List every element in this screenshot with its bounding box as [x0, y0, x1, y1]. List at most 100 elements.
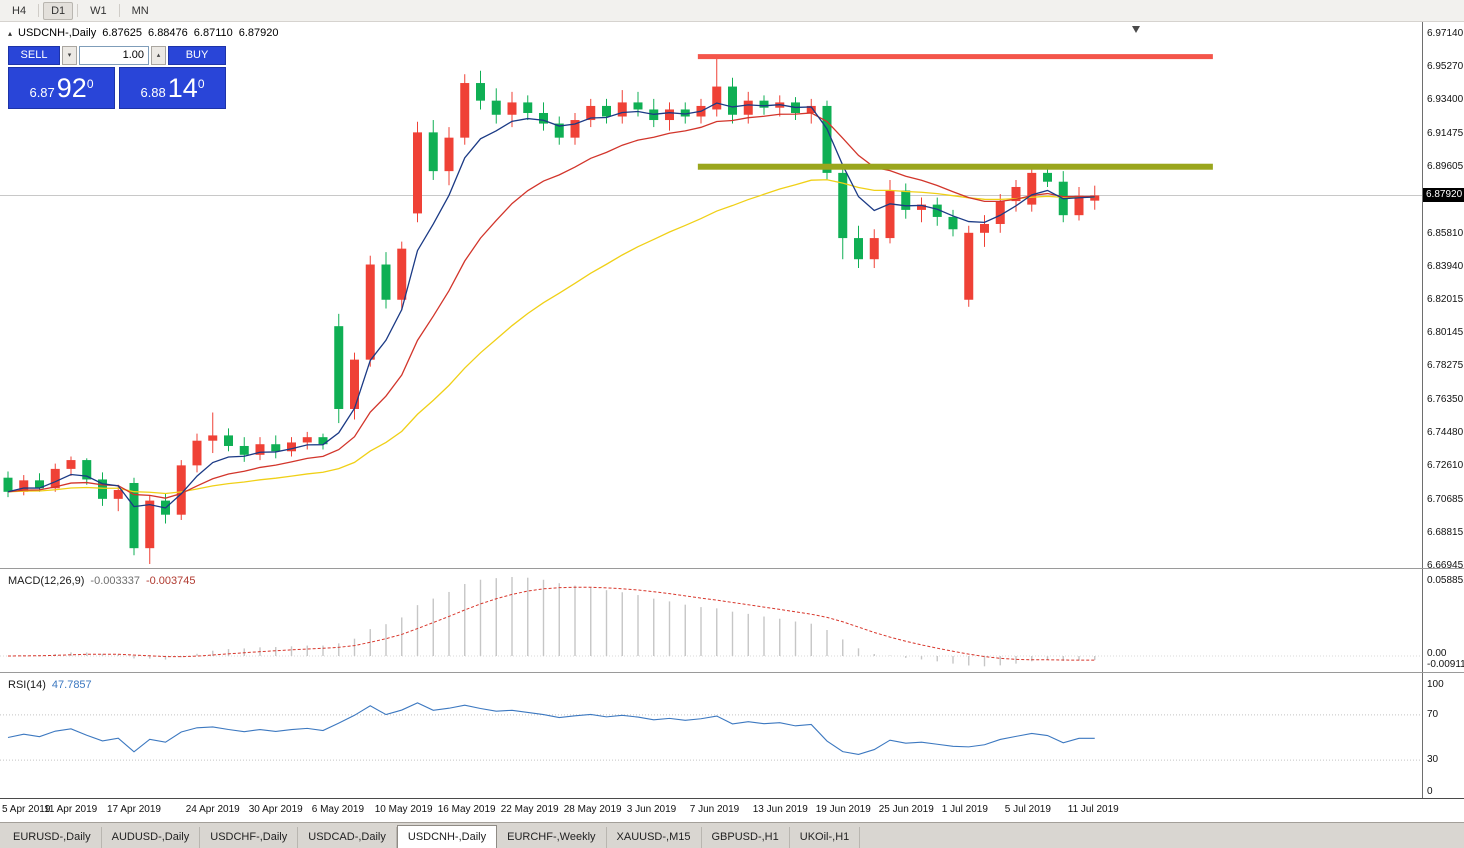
macd-name: MACD(12,26,9): [8, 575, 85, 587]
date-tick-label: 1 Jul 2019: [941, 804, 988, 815]
rsi-name: RSI(14): [8, 679, 46, 691]
chevron-down-icon: ▾: [67, 52, 72, 59]
support-resistance-layer: [697, 54, 1213, 170]
price-tick-label: 6.76350: [1427, 394, 1464, 406]
price-tick-label: 6.72610: [1427, 460, 1464, 472]
price-tick-label: 6.91475: [1427, 127, 1464, 139]
price-tick-label: 6.83940: [1427, 260, 1464, 272]
volume-input[interactable]: 1.00: [79, 46, 149, 65]
legend-open: 6.87625: [102, 27, 143, 39]
rsi-scale-100: 100: [1427, 679, 1444, 690]
sell-price-main: 92: [56, 73, 87, 103]
chart-tabs-bar: EURUSD-,Daily AUDUSD-,Daily USDCHF-,Daily U…: [0, 822, 1464, 848]
price-tick-label: 6.68815: [1427, 527, 1464, 539]
ma-slow-line: [7, 179, 1095, 495]
buy-price-box[interactable]: 6.88 14 0: [119, 67, 226, 109]
macd-main-value: -0.003337: [90, 575, 140, 587]
macd-signal-value: -0.003745: [145, 575, 196, 587]
price-tick-label: 6.85810: [1427, 227, 1464, 239]
date-tick-label: 7 Jun 2019: [689, 804, 740, 815]
trade-prices-row: 6.87 92 0 6.88 14 0: [8, 67, 228, 109]
timeframe-buttons: H4 D1 W1 MN: [4, 1, 157, 20]
chart-tab-ukoil-h1[interactable]: UKOil-,H1: [790, 827, 861, 848]
toolbar-separator: [77, 4, 79, 17]
sell-price-prefix: 6.87: [29, 85, 55, 100]
price-tick-label: 6.82015: [1427, 294, 1464, 306]
rsi-line: [7, 702, 1095, 755]
sell-price-box[interactable]: 6.87 92 0: [8, 67, 115, 109]
macd-panel-splitter[interactable]: [0, 568, 1464, 569]
rsi-scale-30: 30: [1427, 754, 1439, 765]
macd-indicator-label: MACD(12,26,9) -0.003337 -0.003745: [8, 575, 196, 587]
toolbar-separator: [38, 4, 40, 17]
chart-legend: ▴ USDCNH-,Daily 6.87625 6.88476 6.87110 …: [8, 27, 279, 39]
chart-tab-gbpusd-h1[interactable]: GBPUSD-,H1: [702, 827, 790, 848]
timeframe-button-mn[interactable]: MN: [131, 4, 149, 17]
timeframe-button-h4[interactable]: H4: [12, 4, 27, 17]
date-tick-label: 17 Apr 2019: [107, 804, 161, 815]
date-tick-label: 5 Apr 2019: [2, 804, 51, 815]
date-tick-label: 10 May 2019: [374, 804, 433, 815]
rsi-indicator-label: RSI(14) 47.7857: [8, 679, 92, 691]
date-tick-label: 25 Jun 2019: [878, 804, 934, 815]
date-tick-label: 16 May 2019: [437, 804, 496, 815]
rsi-panel-splitter[interactable]: [0, 672, 1464, 673]
buy-price-pip: 0: [197, 77, 205, 91]
timeframe-toolbar: H4 D1 W1 MN: [0, 0, 1464, 22]
rsi-scale-0: 0: [1427, 786, 1433, 797]
moving-averages-layer: [7, 102, 1095, 509]
volume-increase-button[interactable]: ▴: [151, 46, 166, 65]
price-tick-label: 6.74480: [1427, 427, 1464, 439]
chart-tab-eurchf-weekly[interactable]: EURCHF-,Weekly: [497, 827, 607, 848]
date-axis[interactable]: 5 Apr 2019 11 Apr 2019 17 Apr 2019 24 Apr 2…: [0, 799, 1464, 821]
price-tick-label: 6.97140: [1427, 28, 1464, 39]
one-click-trading-panel: SELL ▾ 1.00 ▴ BUY 6.87 92 0 6.88 14 0: [8, 46, 228, 109]
buy-button[interactable]: BUY: [168, 46, 226, 65]
timeframe-button-w1[interactable]: W1: [90, 4, 107, 17]
macd-scale-min: -0.009116: [1427, 659, 1464, 670]
date-tick-label: 28 May 2019: [563, 804, 622, 815]
sell-price-pip: 0: [86, 77, 94, 91]
toolbar-separator: [118, 4, 120, 17]
date-tick-label: 6 May 2019: [311, 804, 365, 815]
price-tick-label: 6.89605: [1427, 160, 1464, 172]
macd-scale-zero: 0.00: [1427, 648, 1447, 659]
chart-tab-usdcnh-daily[interactable]: USDCNH-,Daily: [396, 825, 498, 848]
buy-price-main: 14: [167, 73, 198, 103]
price-tick-label: 6.95270: [1427, 60, 1464, 72]
chart-tab-audusd-daily[interactable]: AUDUSD-,Daily: [102, 827, 201, 848]
date-tick-label: 3 Jun 2019: [626, 804, 677, 815]
candles-layer: [3, 54, 1100, 565]
macd-layer: [0, 577, 1422, 667]
rsi-scale-70: 70: [1427, 709, 1439, 720]
chart-tab-usdcad-daily[interactable]: USDCAD-,Daily: [298, 827, 397, 848]
support-line: [697, 163, 1213, 170]
rsi-layer: [0, 702, 1422, 761]
volume-decrease-button[interactable]: ▾: [62, 46, 77, 65]
trade-panel-toggle-icon[interactable]: ▴: [8, 28, 13, 38]
date-tick-label: 22 May 2019: [500, 804, 559, 815]
date-tick-label: 19 Jun 2019: [815, 804, 871, 815]
price-tick-label: 6.80145: [1427, 327, 1464, 339]
date-tick-label: 11 Jul 2019: [1067, 804, 1119, 815]
resistance-line: [697, 54, 1213, 60]
macd-signal-line: [7, 586, 1095, 661]
ma-fast-line: [7, 102, 1095, 509]
sell-button[interactable]: SELL: [8, 46, 60, 65]
price-tick-label: 6.78275: [1427, 360, 1464, 372]
price-tick-label: 6.93400: [1427, 93, 1464, 105]
chart-shift-marker: [1132, 26, 1140, 33]
date-axis-border: [0, 798, 1464, 799]
current-price-badge: 6.87920: [1423, 188, 1464, 203]
price-axis[interactable]: 6.87920 0.058851 0.00 -0.009116 100 70 3…: [1422, 22, 1464, 798]
chart-tab-eurusd-daily[interactable]: EURUSD-,Daily: [3, 827, 102, 848]
chart-tab-usdchf-daily[interactable]: USDCHF-,Daily: [200, 827, 299, 848]
legend-low: 6.87110: [193, 27, 233, 39]
timeframe-button-d1[interactable]: D1: [43, 1, 74, 20]
date-tick-label: 30 Apr 2019: [248, 804, 303, 815]
buy-price-prefix: 6.88: [140, 85, 166, 100]
macd-scale-max: 0.058851: [1427, 575, 1464, 586]
price-tick-label: 6.70685: [1427, 494, 1464, 506]
chart-tab-xauusd-m15[interactable]: XAUUSD-,M15: [607, 827, 702, 848]
